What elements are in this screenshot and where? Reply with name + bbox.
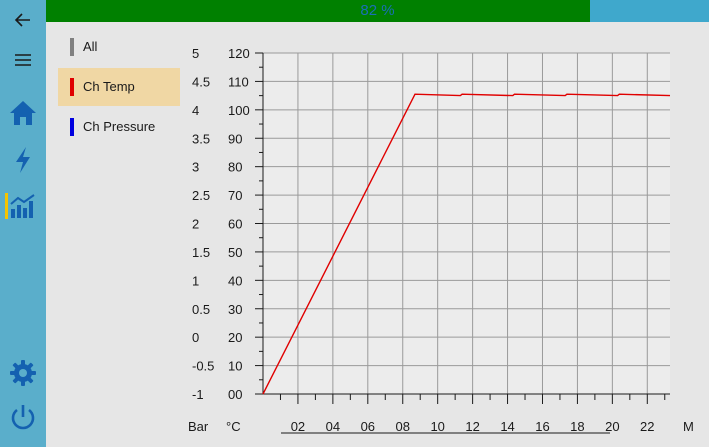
chart-button[interactable] — [0, 186, 46, 226]
power-icon — [11, 405, 35, 430]
x-tick-label: 02 — [291, 419, 305, 434]
y-pressure-tick-label: 0.5 — [192, 302, 210, 317]
legend-item-ch-pressure[interactable]: Ch Pressure — [58, 108, 180, 146]
home-icon — [10, 101, 36, 125]
y-temp-tick-label: 110 — [228, 74, 249, 89]
y-temp-tick-label: 40 — [228, 273, 242, 288]
back-arrow-icon — [14, 13, 30, 27]
y-pressure-tick-label: 0 — [192, 330, 199, 345]
x-tick-label: 04 — [326, 419, 340, 434]
gear-icon — [10, 360, 36, 386]
y-temp-tick-label: 70 — [228, 188, 242, 203]
settings-button[interactable] — [0, 353, 46, 393]
y-temp-tick-label: 100 — [228, 103, 250, 118]
x-tick-label: 22 — [640, 419, 654, 434]
home-button[interactable] — [0, 93, 46, 133]
legend-label: Ch Pressure — [83, 119, 156, 134]
y-pressure-tick-label: 3 — [192, 160, 199, 175]
y-pressure-tick-label: 2 — [192, 217, 199, 232]
y-temp-tick-label: 20 — [228, 330, 242, 345]
legend-label: Ch Temp — [83, 79, 135, 94]
x-tick-label: 20 — [605, 419, 619, 434]
legend-item-all[interactable]: All — [58, 28, 180, 66]
y-temp-tick-label: 80 — [228, 160, 242, 175]
x-tick-label: 14 — [500, 419, 514, 434]
legend-swatch — [70, 118, 74, 136]
legend-label: All — [83, 39, 98, 54]
x-tick-label: 18 — [570, 419, 584, 434]
hamburger-menu-icon — [15, 54, 31, 66]
legend-item-ch-temp[interactable]: Ch Temp — [58, 68, 180, 106]
chart-icon — [10, 194, 35, 218]
y-pressure-tick-label: 4 — [192, 103, 199, 118]
y-pressure-tick-label: 3.5 — [192, 131, 210, 146]
menu-button[interactable] — [0, 40, 46, 80]
y-pressure-tick-label: 2.5 — [192, 188, 210, 203]
y-temp-tick-label: 60 — [228, 217, 242, 232]
x-axis-label: M — [683, 419, 694, 434]
power-button[interactable] — [0, 397, 46, 437]
y-pressure-tick-label: -0.5 — [192, 359, 214, 374]
y-pressure-tick-label: 4.5 — [192, 74, 210, 89]
y-temp-tick-label: 120 — [228, 46, 250, 61]
progress-fill — [46, 0, 590, 22]
y-pressure-tick-label: -1 — [192, 387, 204, 402]
sidebar — [0, 0, 46, 447]
y-temp-tick-label: 50 — [228, 245, 242, 260]
y-pressure-tick-label: 5 — [192, 46, 199, 61]
x-tick-label: 08 — [396, 419, 410, 434]
y-temp-unit-label: °C — [226, 419, 241, 434]
x-tick-label: 16 — [535, 419, 549, 434]
lightning-icon — [16, 147, 30, 173]
series-line-ch-temp — [262, 93, 671, 395]
active-indicator — [5, 193, 8, 219]
legend-swatch — [70, 78, 74, 96]
y-pressure-tick-label: 1.5 — [192, 245, 210, 260]
x-tick-label: 06 — [361, 419, 375, 434]
progress-label: 82 % — [360, 2, 395, 19]
x-tick-label: 10 — [430, 419, 444, 434]
y-temp-tick-label: 90 — [228, 131, 242, 146]
progress-bar: 82 % — [46, 0, 709, 22]
power-flow-button[interactable] — [0, 140, 46, 180]
y-temp-tick-label: 00 — [228, 387, 242, 402]
x-tick-label: 12 — [465, 419, 479, 434]
legend-swatch — [70, 38, 74, 56]
y-temp-tick-label: 30 — [228, 302, 242, 317]
back-button[interactable] — [0, 0, 46, 40]
y-temp-tick-label: 10 — [228, 359, 242, 374]
y-pressure-tick-label: 1 — [192, 273, 199, 288]
y-pressure-unit-label: Bar — [188, 419, 209, 434]
